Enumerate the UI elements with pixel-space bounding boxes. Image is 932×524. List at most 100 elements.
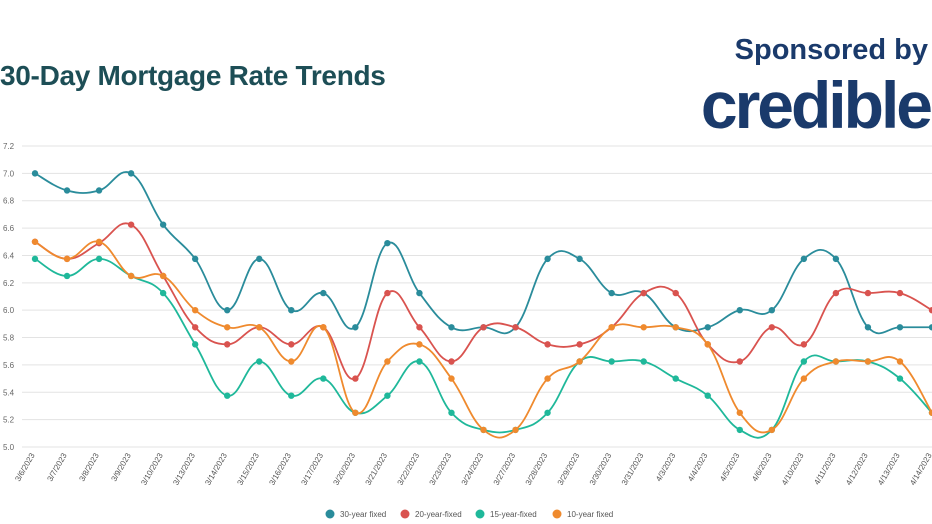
legend-marker [552,509,562,519]
x-tick-label: 3/9/2023 [109,451,133,483]
data-point [768,426,776,434]
y-tick-label: 6.6 [3,224,15,233]
data-point [95,238,103,245]
data-point [448,358,455,365]
data-point [31,238,39,245]
y-tick-label: 5.2 [3,416,15,425]
data-point [832,289,840,297]
data-point [159,289,167,297]
data-point [896,324,904,331]
data-point [800,255,808,263]
y-tick-label: 6.2 [3,279,15,288]
data-point [928,409,932,416]
data-point [608,289,615,297]
legend-label: 10-year fixed [567,510,613,519]
data-point [320,289,327,297]
data-point [320,324,327,331]
x-tick-label: 3/23/2023 [428,451,454,487]
data-point [95,187,103,194]
data-point [928,306,932,314]
data-point [512,324,519,331]
y-tick-label: 6.4 [3,251,15,260]
y-tick-label: 6.0 [3,306,15,315]
data-point [768,324,776,331]
x-tick-label: 3/17/2023 [299,451,325,487]
x-tick-label: 3/14/2023 [203,451,229,487]
data-point [31,170,39,177]
data-point [127,170,135,177]
data-point [704,324,711,331]
data-point [352,324,359,331]
x-tick-label: 3/7/2023 [45,451,69,483]
chart-title: 30-Day Mortgage Rate Trends [0,60,386,91]
data-point [544,375,551,382]
data-point [256,324,263,331]
data-point [768,306,776,314]
x-tick-label: 4/12/2023 [844,451,870,487]
data-point [832,358,840,365]
data-point [736,409,743,416]
series-line-1 [34,171,932,335]
data-point [256,358,263,365]
x-tick-label: 3/28/2023 [524,451,550,487]
data-point [544,409,551,416]
data-point [224,324,231,331]
x-tick-label: 3/21/2023 [364,451,390,487]
data-point [576,341,583,348]
data-point [896,289,904,297]
x-tick-label: 4/3/2023 [654,451,678,483]
legend-marker [325,509,335,519]
data-point [672,289,679,297]
y-tick-label: 5.0 [3,443,15,452]
data-point [640,289,647,297]
data-point [672,375,679,382]
data-point [191,306,199,314]
data-point [224,306,231,314]
y-tick-label: 5.6 [3,361,15,370]
data-point [480,426,487,434]
data-point [288,341,295,348]
x-tick-label: 3/20/2023 [331,451,357,487]
data-point [191,255,199,263]
legend-marker [475,509,485,519]
data-point [544,255,551,263]
y-tick-label: 5.8 [3,334,15,343]
data-point [384,392,391,399]
x-tick-label: 4/4/2023 [686,451,710,483]
x-tick-label: 3/15/2023 [235,451,261,487]
data-point [576,255,583,263]
data-point [544,341,551,348]
x-tick-label: 3/30/2023 [588,451,614,487]
data-point [896,358,904,365]
data-point [63,255,71,263]
x-tick-label: 3/8/2023 [77,451,101,483]
data-point [416,324,423,331]
data-point [864,289,872,297]
data-point [159,272,167,280]
data-point [800,341,808,348]
data-point [800,358,808,365]
data-point [320,375,327,382]
data-point [448,409,455,416]
data-point [288,392,295,399]
data-point [384,358,391,365]
data-point [640,324,647,331]
x-tick-label: 4/5/2023 [718,451,742,483]
y-tick-label: 6.8 [3,197,15,206]
x-tick-label: 4/10/2023 [780,451,806,487]
x-tick-label: 4/14/2023 [908,451,932,487]
data-point [448,324,455,331]
data-point [736,358,743,365]
data-point [31,255,39,263]
data-point [576,358,583,365]
data-point [63,187,71,194]
x-tick-label: 3/24/2023 [460,451,486,487]
data-point [127,272,135,280]
data-point [832,255,840,263]
data-point [704,341,711,348]
x-tick-label: 3/10/2023 [139,451,165,487]
data-point [736,306,743,314]
data-point [224,392,231,399]
data-point [224,341,231,348]
